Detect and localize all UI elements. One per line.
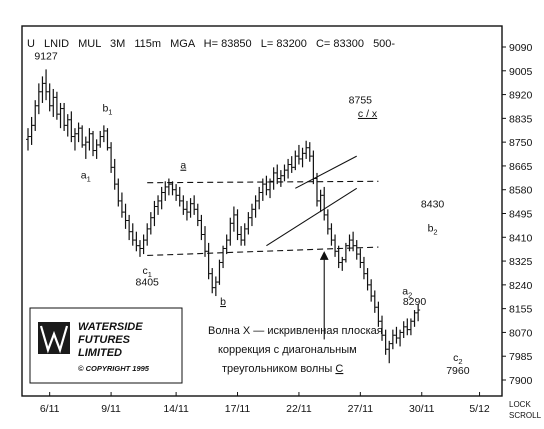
- wave-label: 8430: [421, 199, 445, 211]
- wave-label: a1: [81, 170, 91, 184]
- y-tick-label: 8920: [509, 90, 533, 102]
- header-instrument: LNID: [44, 38, 69, 50]
- y-tick-label: 8070: [509, 327, 533, 339]
- x-tick-label: 27/11: [348, 403, 374, 415]
- channel-line: [147, 246, 379, 257]
- y-tick-label: 8155: [509, 304, 533, 316]
- logo-w-icon: [39, 325, 69, 354]
- header-low: L= 83200: [261, 38, 307, 50]
- header-mode: MUL: [78, 38, 101, 50]
- wave-label: 8755: [349, 95, 373, 107]
- note-wave-c: C: [335, 363, 343, 375]
- x-axis: 6/11 9/11 14/11 17/11 22/11 27/11 30/11 5/12: [40, 392, 490, 415]
- header-interval: 115m: [134, 38, 161, 50]
- wave-x-note: Волна X — искривленная плоская коррекция…: [208, 325, 383, 375]
- waterside-logo: WATERSIDE FUTURES LIMITED © COPYRIGHT 19…: [29, 307, 183, 384]
- note-line-3: треугольником волны C: [222, 363, 343, 375]
- y-tick-label: 7985: [509, 351, 533, 363]
- y-tick-label: 8750: [509, 137, 533, 149]
- wave-label: a: [180, 160, 186, 172]
- wave-label: 8405: [136, 276, 160, 288]
- x-tick-label: 22/11: [286, 403, 312, 415]
- y-axis: 9090 9005 8920 8835 8750 8665 8580 8495 8410 8325…: [502, 42, 533, 387]
- note-line-3-prefix: треугольником волны: [222, 363, 335, 375]
- wave-label: 9127: [34, 51, 58, 63]
- triangle-line: [266, 187, 358, 247]
- y-tick-label: 8325: [509, 256, 533, 268]
- x-tick-label: 6/11: [40, 403, 60, 415]
- wave-label: a2: [402, 285, 412, 299]
- price-bar: [416, 304, 421, 322]
- header-study: MGA: [170, 38, 196, 50]
- note-line-1: Волна X — искривленная плоская: [208, 325, 383, 337]
- wave-label: c1: [142, 265, 151, 279]
- logo-line-1: WATERSIDE: [78, 321, 143, 333]
- wave-label: 8290: [403, 296, 427, 308]
- y-tick-label: 9005: [509, 66, 533, 78]
- header-extra: 500-: [373, 38, 395, 50]
- y-tick-label: 9090: [509, 42, 533, 54]
- wave-label: 7960: [446, 365, 470, 377]
- wave-label: b2: [428, 223, 438, 237]
- y-tick-label: 8580: [509, 185, 533, 197]
- y-tick-label: 8410: [509, 232, 533, 244]
- lock-label: LOCK: [509, 400, 531, 409]
- header-close: C= 83300: [316, 38, 364, 50]
- y-tick-label: 8495: [509, 209, 533, 221]
- x-tick-label: 30/11: [409, 403, 435, 415]
- y-tick-label: 8665: [509, 161, 533, 173]
- price-bars: [26, 69, 421, 364]
- y-tick-label: 7900: [509, 375, 533, 387]
- header-high: H= 83850: [204, 38, 252, 50]
- note-line-2: коррекция с диагональным: [218, 344, 357, 356]
- header-line: U LNID MUL 3M 115m MGA H= 83850 L= 83200…: [27, 38, 395, 50]
- wave-label: b: [220, 296, 226, 308]
- x-tick-label: 9/11: [101, 403, 121, 415]
- header-symbol: U: [27, 38, 35, 50]
- logo-mark: [38, 322, 70, 354]
- logo-copyright: © COPYRIGHT 1995: [78, 364, 150, 373]
- x-tick-label: 17/11: [225, 403, 251, 415]
- logo-line-2: FUTURES: [78, 334, 131, 346]
- x-tick-label: 5/12: [469, 403, 490, 415]
- wave-label: b1: [102, 102, 112, 116]
- x-tick-label: 14/11: [163, 403, 189, 415]
- scroll-label: SCROLL: [509, 411, 542, 420]
- logo-line-3: LIMITED: [78, 347, 122, 359]
- triangle-line: [295, 155, 357, 189]
- wave-label: c2: [453, 352, 462, 366]
- y-tick-label: 8240: [509, 280, 533, 292]
- header-period: 3M: [110, 38, 125, 50]
- y-tick-label: 8835: [509, 113, 533, 125]
- wave-label: c / x: [358, 108, 378, 120]
